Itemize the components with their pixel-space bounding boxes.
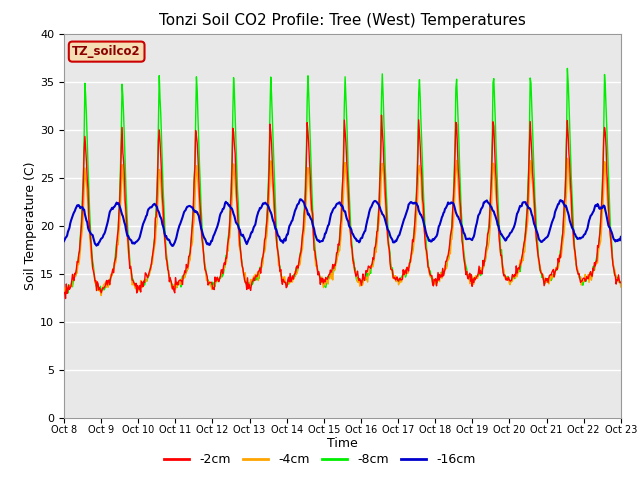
Text: TZ_soilco2: TZ_soilco2 <box>72 45 141 58</box>
Title: Tonzi Soil CO2 Profile: Tree (West) Temperatures: Tonzi Soil CO2 Profile: Tree (West) Temp… <box>159 13 526 28</box>
Y-axis label: Soil Temperature (C): Soil Temperature (C) <box>24 161 37 290</box>
X-axis label: Time: Time <box>327 437 358 450</box>
Legend: -2cm, -4cm, -8cm, -16cm: -2cm, -4cm, -8cm, -16cm <box>159 448 481 471</box>
